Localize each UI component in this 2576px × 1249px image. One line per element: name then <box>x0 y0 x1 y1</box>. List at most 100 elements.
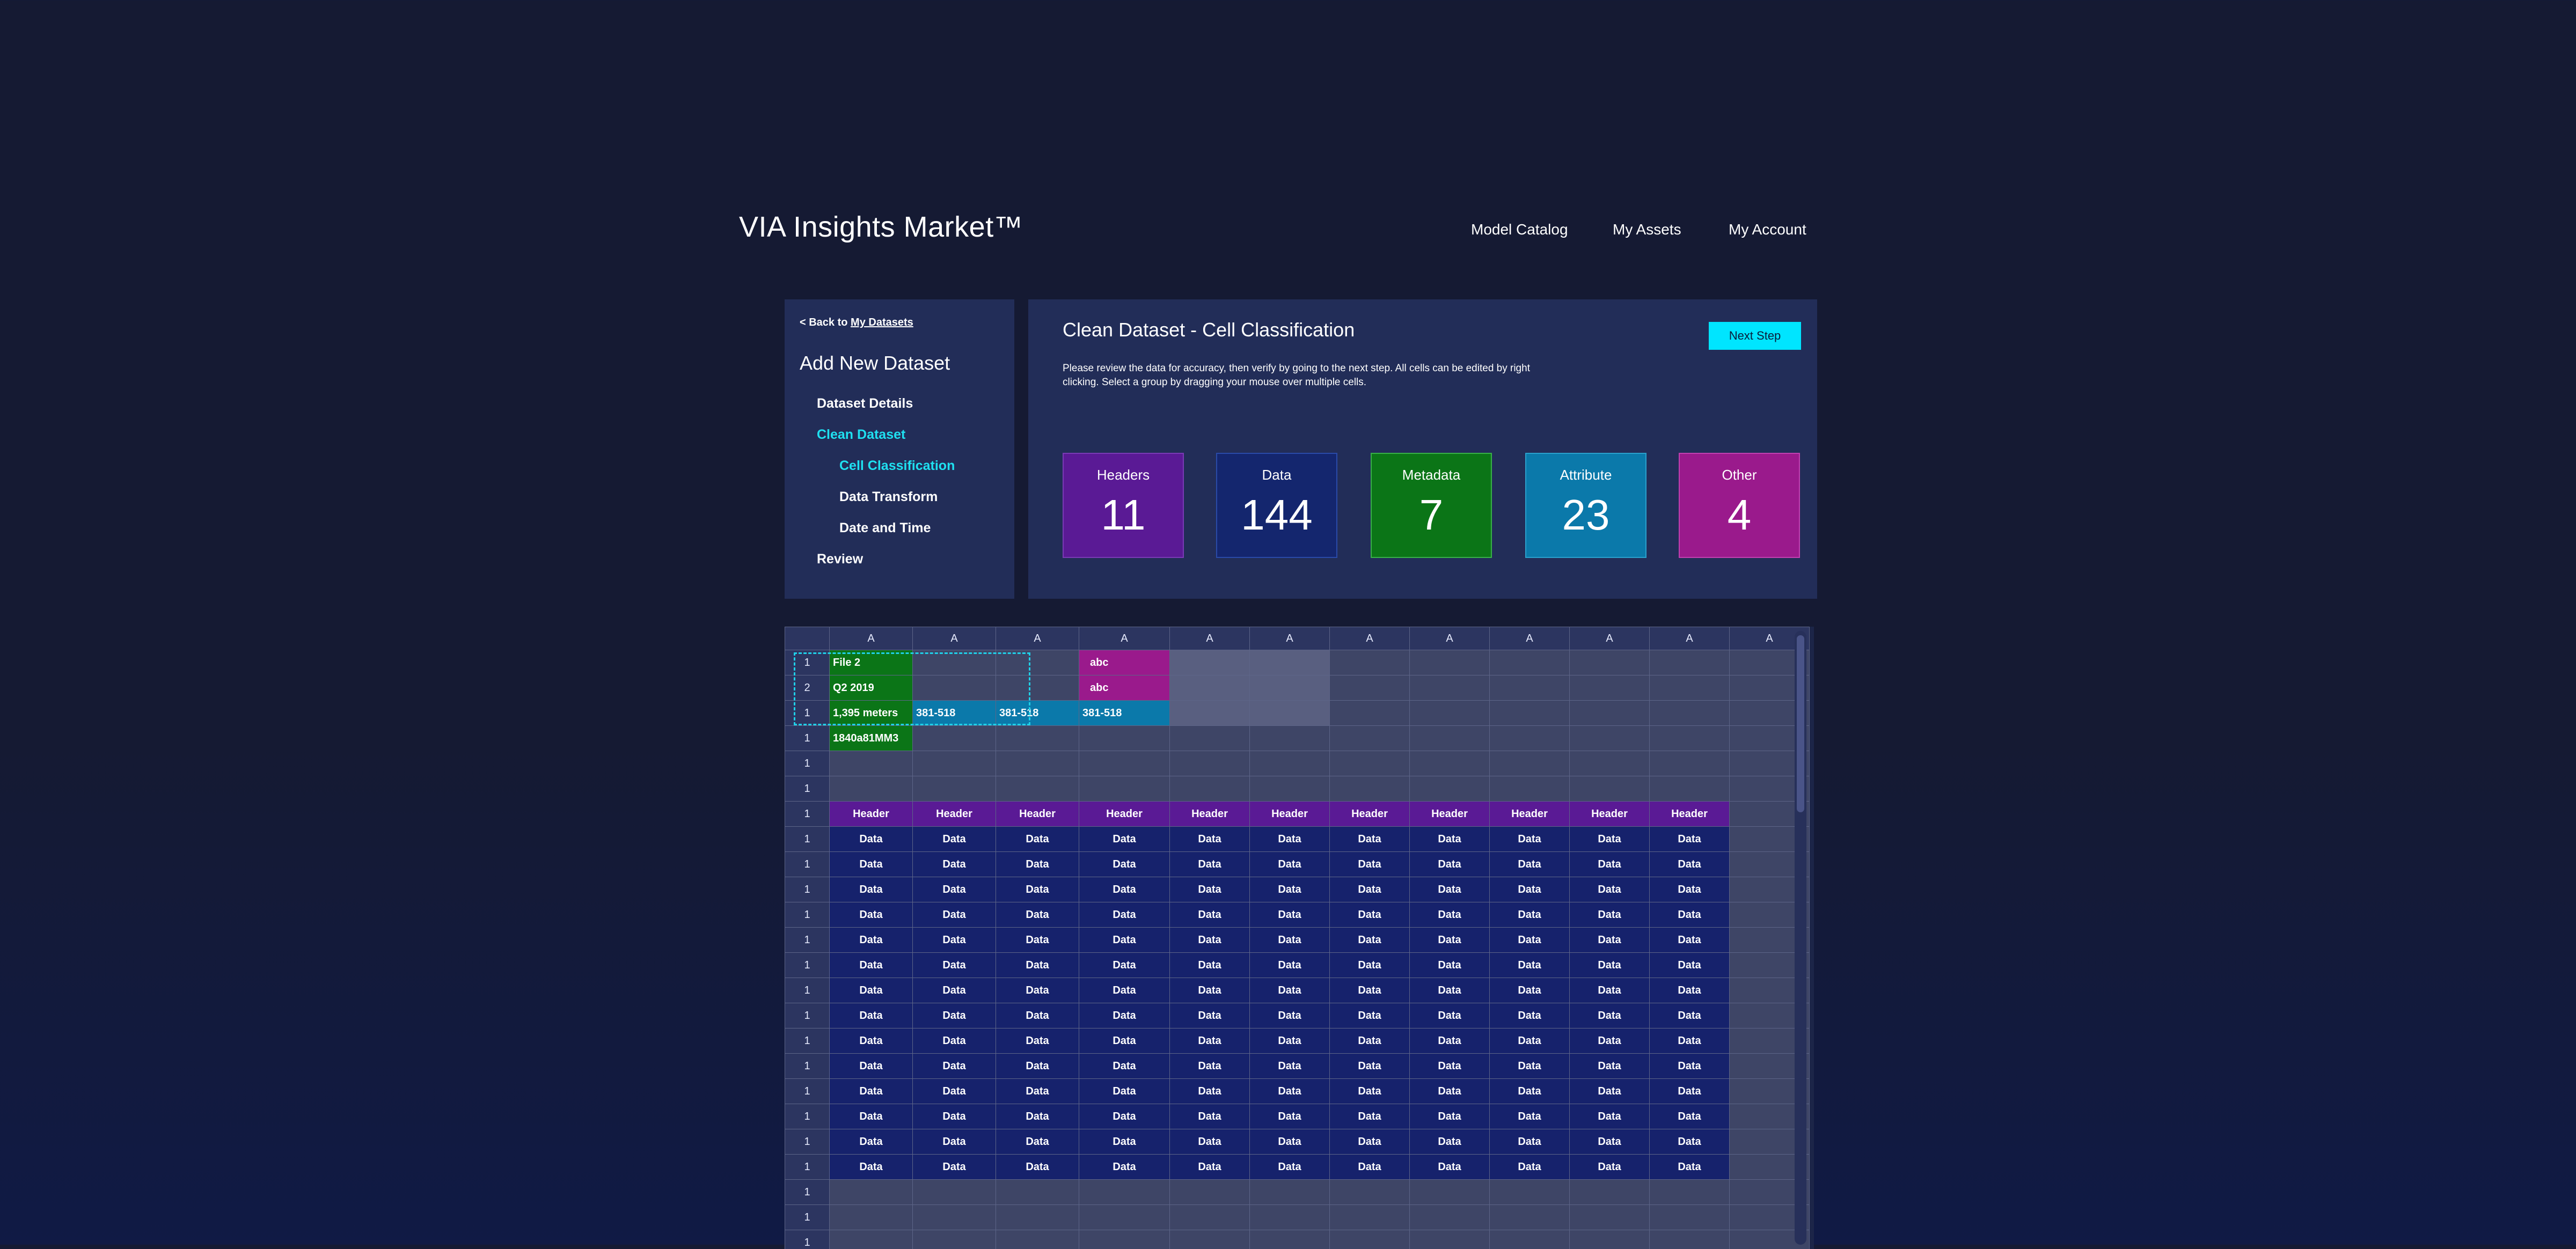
row-number[interactable]: 1 <box>785 701 830 726</box>
header-cell[interactable]: Header <box>1490 802 1570 827</box>
data-cell[interactable]: Data <box>1250 852 1330 877</box>
data-cell[interactable]: Data <box>913 877 996 902</box>
metadata-cell[interactable]: 1,395 meters <box>830 701 913 726</box>
grid-cell[interactable] <box>996 1205 1079 1230</box>
data-cell[interactable]: Data <box>1170 1104 1250 1129</box>
data-cell[interactable]: Data <box>913 928 996 953</box>
grid-cell[interactable] <box>996 726 1079 751</box>
data-cell[interactable]: Data <box>1330 1155 1410 1180</box>
summary-card-metadata[interactable]: Metadata 7 <box>1371 453 1492 558</box>
header-cell[interactable]: Header <box>1170 802 1250 827</box>
data-cell[interactable]: Data <box>1079 827 1170 852</box>
grid-cell[interactable] <box>913 751 996 776</box>
grid-cell[interactable] <box>1170 1230 1250 1249</box>
grid-cell[interactable] <box>830 751 913 776</box>
grid-cell[interactable] <box>1570 1180 1650 1205</box>
data-cell[interactable]: Data <box>1570 978 1650 1003</box>
data-cell[interactable]: Data <box>830 953 913 978</box>
grid-cell[interactable] <box>1490 726 1570 751</box>
summary-card-attribute[interactable]: Attribute 23 <box>1525 453 1646 558</box>
data-cell[interactable]: Data <box>996 978 1079 1003</box>
data-cell[interactable]: Data <box>830 852 913 877</box>
grid-cell[interactable] <box>996 675 1079 701</box>
data-cell[interactable]: Data <box>1330 1003 1410 1028</box>
grid-cell[interactable] <box>1570 776 1650 802</box>
grid-cell[interactable] <box>913 1205 996 1230</box>
data-cell[interactable]: Data <box>1570 1079 1650 1104</box>
header-cell[interactable]: Header <box>1410 802 1490 827</box>
grid-cell[interactable] <box>1079 1180 1170 1205</box>
grid-cell[interactable] <box>1410 650 1490 675</box>
data-cell[interactable]: Data <box>830 1028 913 1054</box>
row-number[interactable]: 1 <box>785 1054 830 1079</box>
grid-cell[interactable] <box>1170 776 1250 802</box>
data-cell[interactable]: Data <box>996 902 1079 928</box>
data-cell[interactable]: Data <box>996 1155 1079 1180</box>
data-cell[interactable]: Data <box>913 1054 996 1079</box>
grid-cell[interactable] <box>1170 751 1250 776</box>
step-data-transform[interactable]: Data Transform <box>839 489 938 505</box>
data-cell[interactable]: Data <box>830 1054 913 1079</box>
data-cell[interactable]: Data <box>1410 1003 1490 1028</box>
grid-cell[interactable] <box>996 776 1079 802</box>
data-cell[interactable]: Data <box>1250 978 1330 1003</box>
data-cell[interactable]: Data <box>1250 953 1330 978</box>
grid-cell[interactable] <box>1570 1205 1650 1230</box>
row-number[interactable]: 1 <box>785 852 830 877</box>
header-cell[interactable]: Header <box>996 802 1079 827</box>
data-cell[interactable]: Data <box>996 953 1079 978</box>
grid-cell[interactable] <box>1170 726 1250 751</box>
attribute-cell[interactable]: 381-518 <box>996 701 1079 726</box>
grid-cell[interactable] <box>1250 1180 1330 1205</box>
grid-cell[interactable] <box>1650 751 1730 776</box>
data-cell[interactable]: Data <box>913 953 996 978</box>
other-cell[interactable]: abc <box>1079 650 1170 675</box>
data-cell[interactable]: Data <box>1410 852 1490 877</box>
data-cell[interactable]: Data <box>1410 953 1490 978</box>
row-number[interactable]: 1 <box>785 902 830 928</box>
data-cell[interactable]: Data <box>913 902 996 928</box>
grid-cell[interactable] <box>830 1205 913 1230</box>
data-cell[interactable]: Data <box>830 1079 913 1104</box>
grid-cell[interactable] <box>996 1230 1079 1249</box>
row-number[interactable]: 1 <box>785 776 830 802</box>
data-cell[interactable]: Data <box>1490 978 1570 1003</box>
grid-cell[interactable] <box>1650 726 1730 751</box>
grid-cell[interactable] <box>1250 1205 1330 1230</box>
data-cell[interactable]: Data <box>1570 852 1650 877</box>
data-cell[interactable]: Data <box>1650 1003 1730 1028</box>
metadata-cell[interactable]: File 2 <box>830 650 913 675</box>
grid-cell[interactable] <box>913 776 996 802</box>
grid-cell[interactable] <box>1330 1205 1410 1230</box>
grid-cell[interactable] <box>1490 1205 1570 1230</box>
grid-cell[interactable] <box>1079 726 1170 751</box>
attribute-cell[interactable]: 381-518 <box>1079 701 1170 726</box>
data-cell[interactable]: Data <box>1079 877 1170 902</box>
data-cell[interactable]: Data <box>1250 1028 1330 1054</box>
data-cell[interactable]: Data <box>1490 902 1570 928</box>
column-header[interactable]: A <box>1079 627 1170 650</box>
data-cell[interactable]: Data <box>1170 1129 1250 1155</box>
data-cell[interactable]: Data <box>913 1104 996 1129</box>
data-cell[interactable]: Data <box>1410 1129 1490 1155</box>
selected-cell[interactable] <box>1170 675 1250 701</box>
grid-cell[interactable] <box>1570 751 1650 776</box>
data-cell[interactable]: Data <box>830 1155 913 1180</box>
data-cell[interactable]: Data <box>1410 978 1490 1003</box>
row-number[interactable]: 1 <box>785 802 830 827</box>
grid-cell[interactable] <box>913 726 996 751</box>
data-cell[interactable]: Data <box>1079 902 1170 928</box>
data-cell[interactable]: Data <box>1170 928 1250 953</box>
data-cell[interactable]: Data <box>996 928 1079 953</box>
data-cell[interactable]: Data <box>1079 978 1170 1003</box>
data-cell[interactable]: Data <box>1570 1155 1650 1180</box>
grid-cell[interactable] <box>1490 675 1570 701</box>
grid-cell[interactable] <box>1250 726 1330 751</box>
data-cell[interactable]: Data <box>1079 1155 1170 1180</box>
next-step-button[interactable]: Next Step <box>1709 322 1801 350</box>
data-cell[interactable]: Data <box>996 852 1079 877</box>
data-cell[interactable]: Data <box>1490 1003 1570 1028</box>
data-cell[interactable]: Data <box>1650 877 1730 902</box>
data-cell[interactable]: Data <box>1250 902 1330 928</box>
data-cell[interactable]: Data <box>913 852 996 877</box>
